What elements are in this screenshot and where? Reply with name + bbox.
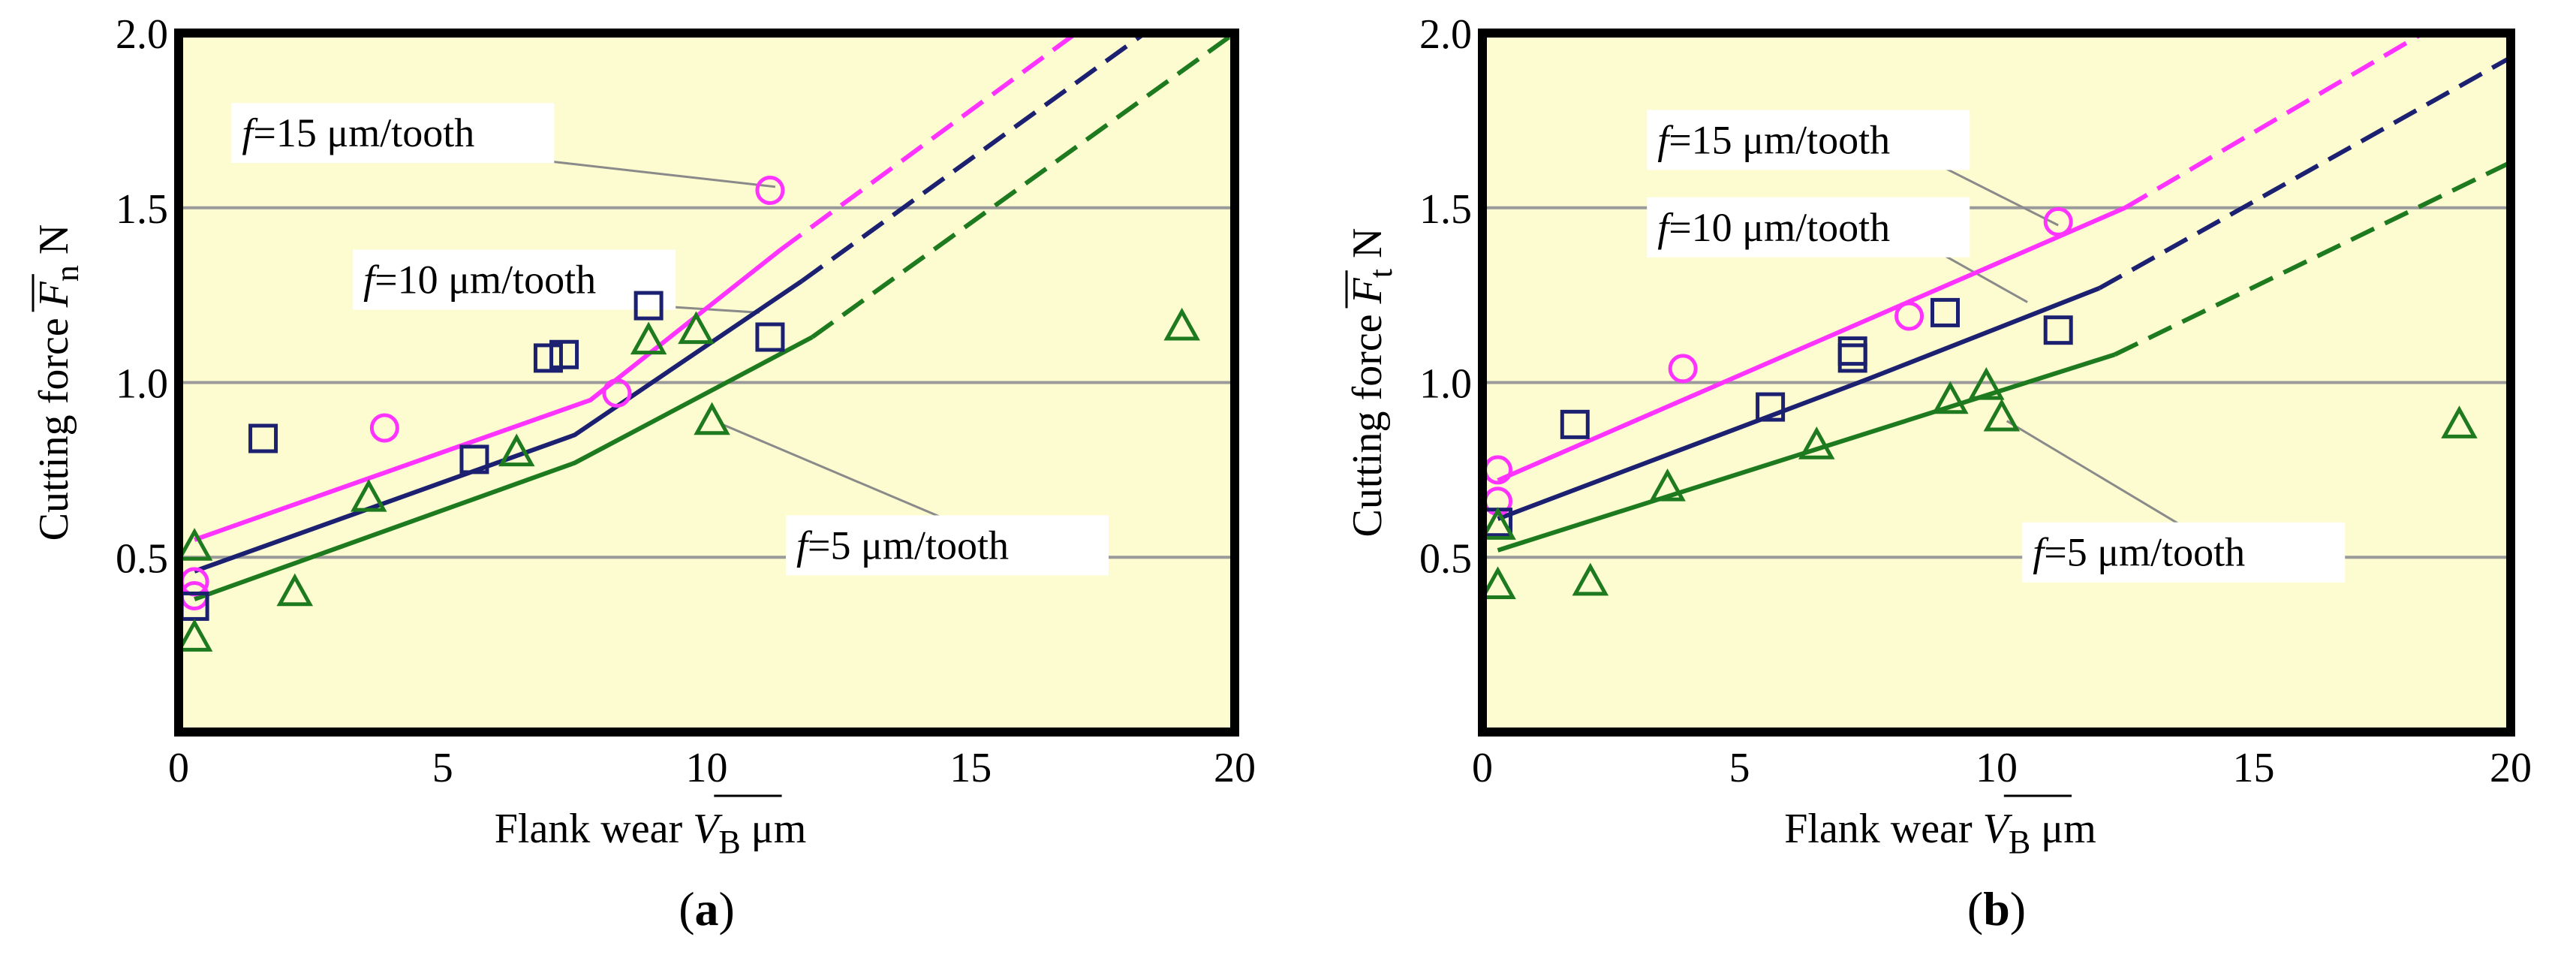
marker-triangle-2-1 bbox=[1479, 566, 1516, 599]
marker-circle-0-4 bbox=[755, 175, 785, 205]
x-tick-label-3: 15 bbox=[949, 745, 992, 791]
marker-circle-0-3 bbox=[602, 378, 632, 408]
annotation-label-2: f=5 μm/tooth bbox=[796, 523, 1009, 568]
y-tick-label-0: 0.5 bbox=[116, 535, 168, 582]
annotation-label-0: f=15 μm/tooth bbox=[1657, 117, 1890, 162]
annotation-label-1: f=10 μm/tooth bbox=[1657, 205, 1890, 250]
x-tick-label-4: 20 bbox=[1214, 745, 1256, 791]
fit-line-dashed-2 bbox=[811, 33, 1235, 339]
marker-triangle-2-3 bbox=[351, 478, 387, 512]
panel-b: f=15 μm/tooth f=10 μm/tooth f=5 μm/tooth 0 5… bbox=[1344, 11, 2532, 935]
marker-triangle-2-6 bbox=[678, 311, 715, 345]
y-axis-title: Cutting force Ft N bbox=[1344, 228, 1399, 538]
marker-square-1-5 bbox=[1930, 297, 1960, 327]
plot-frame bbox=[1478, 29, 2515, 737]
annotation-box-1 bbox=[1647, 197, 1970, 258]
y-tick-label-0: 0.5 bbox=[1419, 535, 1472, 582]
panel-label: (b) bbox=[1967, 882, 2026, 935]
marker-circle-0-2 bbox=[369, 413, 399, 443]
marker-triangle-2-7 bbox=[1983, 398, 2021, 432]
marker-square-1-6 bbox=[2043, 315, 2073, 345]
annotation-pointer-2 bbox=[722, 423, 948, 521]
panel-a: f=15 μm/tooth f=10 μm/tooth f=5 μm/tooth 0 5… bbox=[31, 11, 1256, 935]
annotations: f=15 μm/tooth f=10 μm/tooth f=5 μm/tooth bbox=[1647, 110, 2346, 583]
annotation-box-0 bbox=[231, 103, 555, 164]
marker-triangle-2-1 bbox=[176, 619, 213, 652]
annotation-pointer-0 bbox=[1939, 164, 2059, 227]
fit-line-dashed-1 bbox=[800, 33, 1147, 283]
x-tick-label-0: 0 bbox=[1472, 745, 1493, 791]
y-tick-label-2: 1.5 bbox=[116, 186, 168, 233]
fit-line-dashed-1 bbox=[2098, 55, 2511, 291]
x-tick-label-1: 5 bbox=[1729, 745, 1750, 791]
annotation-box-0 bbox=[1647, 110, 1970, 170]
marker-square-1-1 bbox=[248, 423, 278, 453]
marker-triangle-2-8 bbox=[1163, 307, 1200, 341]
fit-line-solid-0 bbox=[1497, 205, 2126, 483]
fit-line-solid-2 bbox=[194, 335, 814, 601]
marker-square-1-1 bbox=[1560, 409, 1590, 439]
annotation-pointer-2 bbox=[2006, 420, 2185, 528]
fit-line-solid-0 bbox=[194, 248, 782, 542]
marker-square-1-6 bbox=[755, 322, 785, 352]
marker-circle-0-3 bbox=[1894, 301, 1924, 331]
annotation-label-1: f=10 μm/tooth bbox=[363, 258, 596, 303]
annotation-pointer-0 bbox=[524, 157, 776, 188]
panel-label: (a) bbox=[679, 882, 735, 935]
fit-line-solid-1 bbox=[1497, 286, 2101, 521]
y-tick-label-2: 1.5 bbox=[1419, 186, 1472, 233]
marker-square-1-2 bbox=[1756, 392, 1786, 422]
x-tick-label-0: 0 bbox=[168, 745, 189, 791]
marker-triangle-2-4 bbox=[1798, 426, 1835, 459]
annotations: f=15 μm/tooth f=10 μm/tooth f=5 μm/tooth bbox=[231, 103, 1109, 576]
annotation-box-1 bbox=[353, 249, 676, 310]
y-tick-label-3: 2.0 bbox=[1419, 11, 1472, 58]
marker-triangle-2-2 bbox=[276, 573, 314, 607]
y-axis-title: Cutting force Fn N bbox=[31, 224, 86, 541]
annotation-box-2 bbox=[786, 515, 1109, 576]
fit-line-solid-1 bbox=[194, 279, 803, 574]
marker-triangle-2-0 bbox=[176, 528, 213, 561]
y-tick-label-1: 1.0 bbox=[116, 361, 168, 408]
marker-triangle-2-5 bbox=[1932, 381, 1969, 414]
marker-triangle-2-4 bbox=[498, 433, 535, 467]
marker-circle-0-4 bbox=[2043, 206, 2073, 236]
marker-square-1-4 bbox=[1837, 336, 1867, 366]
annotation-label-0: f=15 μm/tooth bbox=[242, 110, 474, 155]
marker-square-1-2 bbox=[459, 444, 489, 474]
annotation-box-2 bbox=[2022, 522, 2346, 583]
fit-line-dashed-0 bbox=[779, 33, 1078, 252]
annotation-label-2: f=5 μm/tooth bbox=[2033, 530, 2245, 575]
marker-triangle-2-3 bbox=[1649, 468, 1686, 502]
plot-frame bbox=[174, 29, 1239, 737]
marker-square-1-4 bbox=[549, 339, 579, 369]
marker-triangle-2-5 bbox=[630, 321, 667, 355]
x-tick-label-1: 5 bbox=[432, 745, 453, 791]
marker-triangle-2-6 bbox=[1968, 367, 2005, 400]
annotation-pointer-1 bbox=[1939, 252, 2028, 303]
x-tick-label-2: 10 bbox=[1976, 745, 2018, 791]
marker-square-1-5 bbox=[633, 291, 664, 321]
x-tick-label-4: 20 bbox=[2490, 745, 2532, 791]
y-tick-label-3: 2.0 bbox=[116, 11, 168, 58]
marker-triangle-2-0 bbox=[1479, 507, 1516, 540]
fit-line-dashed-0 bbox=[2123, 33, 2425, 210]
x-tick-label-3: 15 bbox=[2233, 745, 2275, 791]
marker-square-1-3 bbox=[533, 343, 563, 373]
marker-triangle-2-8 bbox=[2441, 405, 2478, 438]
marker-triangle-2-2 bbox=[1572, 562, 1609, 596]
marker-triangle-2-7 bbox=[694, 402, 730, 435]
x-axis-title: Flank wear VB μm bbox=[1784, 806, 2096, 860]
x-axis-title: Flank wear VB μm bbox=[495, 806, 807, 860]
x-tick-label-2: 10 bbox=[686, 745, 728, 791]
marker-circle-0-2 bbox=[1668, 354, 1698, 384]
y-tick-label-1: 1.0 bbox=[1419, 361, 1472, 408]
